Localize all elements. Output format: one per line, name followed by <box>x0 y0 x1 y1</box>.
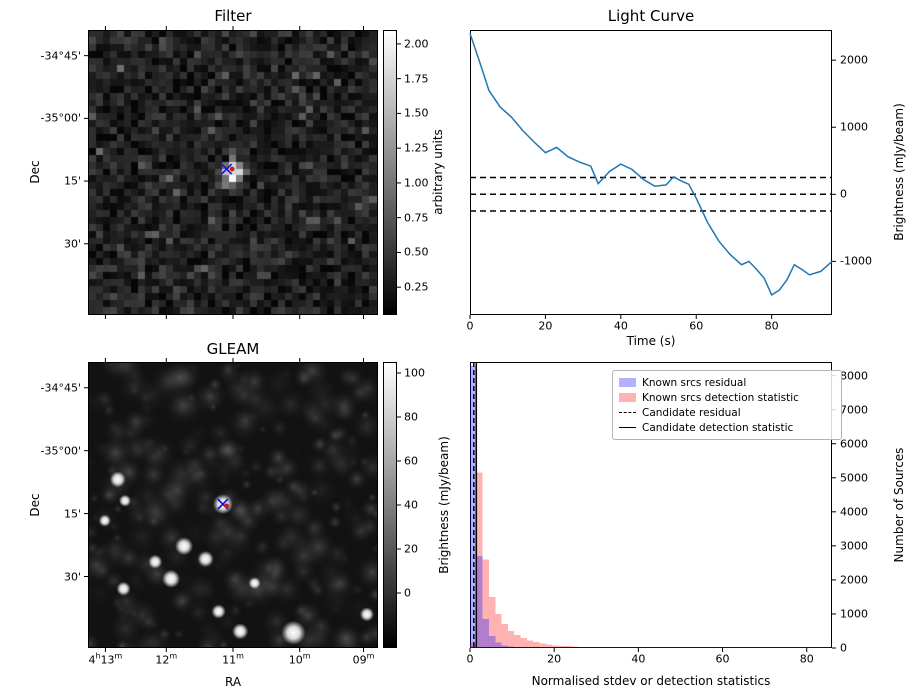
legend-item-known-detection: Known srcs detection statistic <box>619 390 835 405</box>
legend-item-candidate-detection: Candidate detection statistic <box>619 420 835 435</box>
colorbar-tick-label: 1.00 <box>404 176 429 190</box>
y-tick-label: 30' <box>63 570 81 583</box>
x-tick-label: 4h13m <box>88 651 123 667</box>
y-tick-label: 7000 <box>840 403 868 417</box>
histogram-ylabel: Number of Sources <box>892 447 906 563</box>
x-tick-label: 0 <box>466 652 474 666</box>
filter-title: Filter <box>214 7 252 25</box>
y-tick-label: 15' <box>63 174 81 188</box>
y-tick-label: 2000 <box>840 53 868 67</box>
y-tick-label: -35°00' <box>40 111 82 125</box>
y-tick-label: 4000 <box>840 505 868 519</box>
colorbar-tick-label: 80 <box>404 410 418 424</box>
colorbar-tick-label: 0.25 <box>404 280 429 294</box>
filter-ylabel: Dec <box>28 160 42 184</box>
colorbar-tick-label: 1.25 <box>404 141 429 155</box>
legend-label-known-residual: Known srcs residual <box>642 376 747 389</box>
x-tick-label: 20 <box>547 652 562 666</box>
y-tick-label: 30' <box>63 237 81 251</box>
gleam-colorbar-label: Brightness (mJy/beam) <box>437 436 451 574</box>
legend-label-known-detection: Known srcs detection statistic <box>642 391 799 404</box>
x-tick-label: 80 <box>799 652 814 666</box>
gleam-title: GLEAM <box>206 340 260 358</box>
y-tick-label: -35°00' <box>40 444 82 458</box>
legend-solid-line-icon <box>619 427 636 428</box>
gleam-colorbar <box>383 362 397 648</box>
y-tick-label: 6000 <box>840 437 868 451</box>
colorbar-tick-label: 0 <box>404 586 411 600</box>
y-tick-label: 15' <box>63 507 81 521</box>
x-tick-label: 40 <box>613 319 628 333</box>
y-tick-label: 3000 <box>840 539 868 553</box>
gleam-ylabel: Dec <box>28 493 42 517</box>
filter-image <box>89 31 377 314</box>
x-tick-label: 10m <box>288 651 311 667</box>
legend-item-candidate-residual: Candidate residual <box>619 405 835 420</box>
colorbar-tick-label: 20 <box>404 542 418 556</box>
x-tick-label: 60 <box>689 319 704 333</box>
legend-swatch-known-detection <box>619 393 636 402</box>
filter-axes <box>88 30 378 315</box>
filter-colorbar-label: arbitrary units <box>431 129 445 215</box>
x-tick-label: 09m <box>352 651 375 667</box>
light-curve-title: Light Curve <box>607 7 695 25</box>
y-tick-label: -34°45' <box>40 381 82 395</box>
legend-label-candidate-residual: Candidate residual <box>642 406 741 419</box>
colorbar-tick-label: 40 <box>404 498 418 512</box>
colorbar-tick-label: 100 <box>404 366 425 380</box>
y-tick-label: 0 <box>840 641 847 655</box>
y-tick-label: 1000 <box>840 120 868 134</box>
legend-swatch-known-residual <box>619 378 636 387</box>
y-tick-label: -34°45' <box>40 49 82 63</box>
histogram-legend: Known srcs residual Known srcs detection… <box>612 370 842 440</box>
gleam-xlabel: RA <box>224 675 242 689</box>
colorbar-tick-label: 0.50 <box>404 245 429 259</box>
x-tick-label: 11m <box>222 651 244 667</box>
legend-label-candidate-detection: Candidate detection statistic <box>642 421 794 434</box>
legend-item-known-residual: Known srcs residual <box>619 375 835 390</box>
light-curve-axes <box>470 30 832 315</box>
gleam-axes <box>88 362 378 648</box>
colorbar-tick-label: 60 <box>404 454 418 468</box>
x-tick-label: 20 <box>538 319 553 333</box>
y-tick-label: 5000 <box>840 471 868 485</box>
x-tick-label: 60 <box>715 652 730 666</box>
x-tick-label: 12m <box>155 651 178 667</box>
filter-colorbar <box>383 30 397 315</box>
y-tick-label: 2000 <box>840 573 868 587</box>
x-tick-label: 80 <box>764 319 779 333</box>
x-tick-label: 40 <box>631 652 646 666</box>
colorbar-tick-label: 0.75 <box>404 211 429 225</box>
y-tick-label: 0 <box>840 187 847 201</box>
colorbar-tick-label: 1.50 <box>404 106 429 120</box>
y-tick-label: 1000 <box>840 607 868 621</box>
colorbar-tick-label: 2.00 <box>404 37 429 51</box>
y-tick-label: -1000 <box>840 254 872 268</box>
x-tick-label: 0 <box>466 319 474 333</box>
legend-dashed-line-icon <box>619 412 636 413</box>
light-curve-xlabel: Time (s) <box>626 334 676 348</box>
colorbar-tick-label: 1.75 <box>404 72 429 86</box>
light-curve-ylabel: Brightness (mJy/beam) <box>892 103 906 241</box>
y-tick-label: 8000 <box>840 369 868 383</box>
gleam-image <box>89 363 377 647</box>
histogram-xlabel: Normalised stdev or detection statistics <box>531 674 771 688</box>
